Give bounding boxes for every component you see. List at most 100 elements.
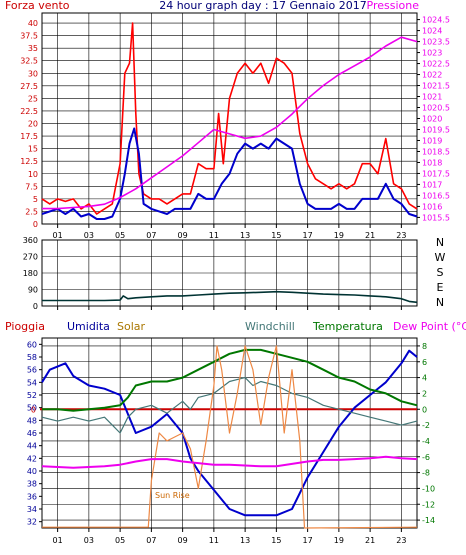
wind-ylabel-10: 10: [28, 170, 38, 179]
wind-panel-xlabel-05: 05: [115, 231, 125, 240]
wind-ylabel-20: 20: [28, 120, 38, 129]
compass-label-1: W: [435, 251, 446, 264]
temp-panel-xlabel-11: 11: [209, 536, 219, 545]
temp-panel-xlabel-05: 05: [115, 536, 125, 545]
series-wind-line: [41, 127, 418, 220]
pressure-ylabel-1020: 1020: [422, 115, 442, 124]
series-pressure-line: [42, 36, 418, 210]
temp-panel-xlabel-21: 21: [365, 536, 375, 545]
wind-ylabel-22.5: 22.5: [20, 107, 38, 116]
pressure-ylabel-1021: 1021: [422, 93, 442, 102]
temp-ylabel-8: 8: [422, 342, 427, 351]
legend-humidity: Umidita: [67, 320, 110, 333]
temp-panel-xlabel-23: 23: [396, 536, 406, 545]
wind-panel-xlabel-11: 11: [209, 231, 219, 240]
wind-ylabel-15: 15: [28, 145, 38, 154]
humidity-ylabel-34: 34: [27, 505, 37, 514]
humidity-ylabel-56: 56: [27, 366, 37, 375]
wind-ylabel-37.5: 37.5: [20, 32, 38, 41]
temp-ylabel-4: 4: [422, 374, 427, 383]
wind-panel-xlabel-09: 09: [178, 231, 188, 240]
wind-ylabel-17.5: 17.5: [20, 132, 38, 141]
pressure-ylabel-1022.5: 1022.5: [422, 60, 450, 69]
series-windchill-line: [41, 377, 418, 434]
legend-dew-point: Dew Point (°C): [393, 320, 466, 333]
temp-ylabel-0: 0: [422, 405, 427, 414]
pressure-label: Pressione: [367, 0, 420, 12]
wind-ylabel-32.5: 32.5: [20, 57, 38, 66]
humidity-ylabel-46: 46: [27, 429, 37, 438]
wind-panel-xlabel-07: 07: [146, 231, 156, 240]
pressure-ylabel-1017.5: 1017.5: [422, 169, 450, 178]
wind-ylabel-0: 0: [33, 220, 38, 229]
temp-ylabel--14: -14: [422, 516, 435, 525]
pressure-ylabel-1018.5: 1018.5: [422, 147, 450, 156]
compass-label-3: E: [437, 281, 444, 294]
pressure-ylabel-1021.5: 1021.5: [422, 82, 450, 91]
pressure-ylabel-1024.5: 1024.5: [422, 16, 450, 25]
direction-ylabel-360: 360: [23, 236, 38, 245]
temp-ylabel--8: -8: [422, 469, 430, 478]
pressure-ylabel-1017: 1017: [422, 180, 442, 189]
temp-panel-xlabel-19: 19: [334, 536, 344, 545]
wind-ylabel-5: 5: [33, 195, 38, 204]
humidity-ylabel-54: 54: [27, 378, 37, 387]
temp-ylabel--4: -4: [422, 437, 430, 446]
humidity-ylabel-32: 32: [27, 518, 37, 527]
direction-ylabel-270: 270: [23, 253, 38, 262]
temp-panel-xlabel-15: 15: [271, 536, 281, 545]
series-direction-line: [42, 290, 418, 304]
wind-panel-xlabel-01: 01: [53, 231, 63, 240]
series-gust-line: [41, 22, 418, 215]
temp-panel-xlabel-17: 17: [303, 536, 313, 545]
wind-ylabel-7.5: 7.5: [25, 182, 38, 191]
wind-ylabel-27.5: 27.5: [20, 82, 38, 91]
direction-ylabel-90: 90: [28, 286, 38, 295]
legend-temperature: Temperatura: [312, 320, 383, 333]
legend-rain: Pioggia: [5, 320, 45, 333]
compass-label-0: N: [436, 236, 444, 249]
pressure-ylabel-1015.5: 1015.5: [422, 213, 450, 222]
humidity-ylabel-38: 38: [27, 480, 37, 489]
humidity-ylabel-52: 52: [27, 391, 37, 400]
direction-ylabel-180: 180: [23, 269, 38, 278]
compass-label-2: S: [437, 266, 444, 279]
wind-ylabel-25: 25: [28, 94, 38, 103]
sun-rise-annotation: Sun Rise: [155, 491, 190, 500]
pressure-ylabel-1019: 1019: [422, 136, 442, 145]
temperature-humidity-panel: 01 03 05 07 09 11 13 15 17 19 21 233234363840424446…: [27, 337, 435, 545]
wind-panel-xlabel-13: 13: [240, 231, 250, 240]
temp-panel-xlabel-07: 07: [146, 536, 156, 545]
pressure-ylabel-1023.5: 1023.5: [422, 38, 450, 47]
wind-panel-xlabel-19: 19: [334, 231, 344, 240]
pressure-ylabel-1022: 1022: [422, 71, 442, 80]
legend-solar: Solar: [117, 320, 146, 333]
temp-panel-xlabel-01: 01: [53, 536, 63, 545]
temp-ylabel--6: -6: [422, 453, 430, 462]
humidity-ylabel-50: 50: [27, 404, 37, 413]
wind-panel-xlabel-17: 17: [303, 231, 313, 240]
pressure-ylabel-1019.5: 1019.5: [422, 125, 450, 134]
wind-pressure-panel: 01 03 05 07 09 11 13 15 17 19 21 23 0 2.5 5 7.5 10 12.5 15…: [20, 12, 450, 240]
wind-ylabel-35: 35: [28, 44, 38, 53]
temp-panel-xlabel-13: 13: [240, 536, 250, 545]
compass-label-4: N: [436, 296, 444, 309]
rain-zero-label: 0: [31, 405, 36, 414]
pressure-ylabel-1024: 1024: [422, 27, 442, 36]
temp-ylabel-6: 6: [422, 358, 427, 367]
temp-ylabel--12: -12: [422, 500, 435, 509]
temp-panel-xlabel-09: 09: [178, 536, 188, 545]
pressure-ylabel-1020.5: 1020.5: [422, 104, 450, 113]
pressure-ylabel-1016.5: 1016.5: [422, 191, 450, 200]
humidity-ylabel-60: 60: [27, 340, 37, 349]
temp-panel-xlabel-03: 03: [84, 536, 94, 545]
series-solar-line: [42, 345, 418, 529]
humidity-ylabel-42: 42: [27, 454, 37, 463]
humidity-ylabel-36: 36: [27, 492, 37, 501]
pressure-ylabel-1018: 1018: [422, 158, 442, 167]
pressure-ylabel-1023: 1023: [422, 49, 442, 58]
wind-panel-xlabel-23: 23: [396, 231, 406, 240]
